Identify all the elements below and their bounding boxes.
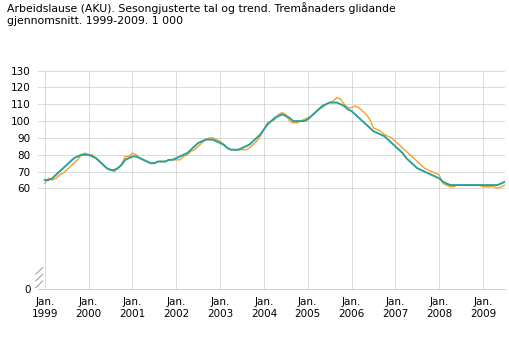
Trend <box>78 152 84 157</box>
Text: gjennomsnitt. 1999-2009. 1 000: gjennomsnitt. 1999-2009. 1 000 <box>7 16 182 26</box>
Sesongjustert <box>42 181 48 186</box>
Trend <box>475 183 482 187</box>
Text: Arbeidslause (AKU). Sesongjusterte tal og trend. Tremånaders glidande: Arbeidslause (AKU). Sesongjusterte tal o… <box>7 2 394 14</box>
Trend <box>326 101 332 105</box>
Sesongjustert <box>78 152 84 157</box>
Trend <box>417 168 423 172</box>
Trend <box>118 163 124 167</box>
Trend <box>42 178 48 182</box>
Sesongjustert <box>333 95 340 100</box>
Line: Trend: Trend <box>45 103 509 185</box>
Sesongjustert <box>472 183 478 187</box>
Sesongjustert <box>494 186 500 191</box>
Sesongjustert <box>417 163 423 167</box>
Trend <box>446 183 453 187</box>
Trend <box>202 138 208 142</box>
Legend: Sesongjustert, Trend: Sesongjustert, Trend <box>176 348 366 353</box>
Trend <box>468 183 474 187</box>
Sesongjustert <box>464 183 470 187</box>
Line: Sesongjustert: Sesongjustert <box>45 97 509 189</box>
Sesongjustert <box>118 163 124 167</box>
Sesongjustert <box>202 138 208 142</box>
